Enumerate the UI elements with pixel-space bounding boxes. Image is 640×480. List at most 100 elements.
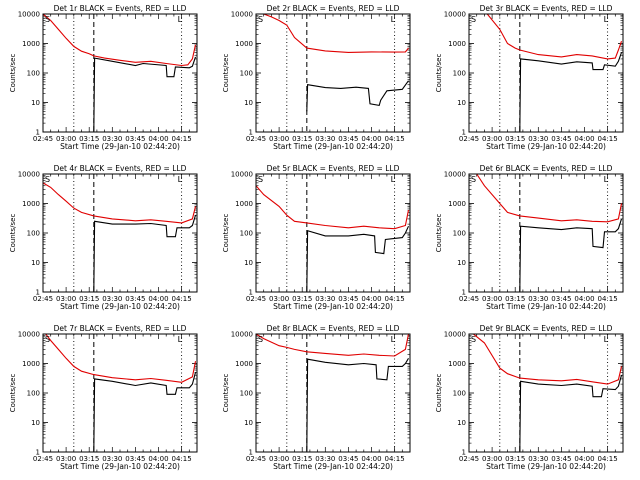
corner-mark: L bbox=[391, 335, 396, 344]
x-tick-label: 04:15 bbox=[598, 135, 618, 143]
y-axis-label: Counts/sec bbox=[222, 54, 230, 93]
series-line-lld bbox=[475, 174, 623, 223]
x-tick-label: 03:15 bbox=[505, 295, 525, 303]
x-tick-label: 03:45 bbox=[338, 455, 358, 463]
x-axis-label: Start Time (29-Jan-10 02:44:20) bbox=[60, 142, 180, 151]
plot-frame bbox=[255, 13, 411, 133]
corner-mark: L bbox=[604, 15, 609, 24]
y-axis-label: Counts/sec bbox=[222, 374, 230, 413]
x-tick-label: 03:00 bbox=[269, 295, 289, 303]
y-tick-label: 10 bbox=[457, 259, 466, 267]
y-tick-label: 10000 bbox=[444, 11, 466, 19]
x-tick-label: 04:00 bbox=[148, 135, 168, 143]
legend-mark: S bbox=[45, 15, 50, 24]
y-tick-label: 1000 bbox=[235, 360, 253, 368]
y-axis-label: Counts/sec bbox=[435, 374, 443, 413]
y-tick-label: 1000 bbox=[448, 360, 466, 368]
y-tick-label: 10000 bbox=[444, 331, 466, 339]
legend-mark: S bbox=[471, 175, 476, 184]
series-line-events bbox=[306, 358, 409, 452]
x-tick-label: 02:45 bbox=[246, 455, 266, 463]
y-tick-label: 10000 bbox=[18, 331, 40, 339]
series-line-lld bbox=[261, 14, 409, 53]
x-tick-label: 02:45 bbox=[459, 295, 479, 303]
series-line-lld bbox=[472, 334, 623, 385]
x-tick-label: 04:15 bbox=[598, 455, 618, 463]
x-tick-label: 02:45 bbox=[33, 295, 53, 303]
y-tick-label: 1 bbox=[36, 289, 40, 297]
corner-mark: L bbox=[604, 335, 609, 344]
x-tick-label: 03:45 bbox=[551, 455, 571, 463]
y-tick-label: 1000 bbox=[448, 40, 466, 48]
x-tick-label: 03:45 bbox=[125, 455, 145, 463]
corner-mark: L bbox=[391, 15, 396, 24]
y-tick-label: 100 bbox=[240, 230, 253, 238]
x-tick-label: 04:15 bbox=[172, 135, 192, 143]
corner-mark: L bbox=[391, 175, 396, 184]
legend-mark: S bbox=[258, 175, 263, 184]
chart-panel-2: Det 2r BLACK = Events, RED = LLD 1 10 100 10… bbox=[222, 4, 411, 151]
x-tick-label: 03:30 bbox=[102, 295, 122, 303]
chart-title: Det 5r BLACK = Events, RED = LLD bbox=[267, 164, 400, 173]
chart-panel-6: Det 6r BLACK = Events, RED = LLD 1 10 100 10… bbox=[435, 164, 624, 311]
x-tick-label: 04:15 bbox=[598, 295, 618, 303]
y-axis-label: Counts/sec bbox=[9, 374, 17, 413]
chart-title: Det 6r BLACK = Events, RED = LLD bbox=[480, 164, 613, 173]
chart-title: Det 9r BLACK = Events, RED = LLD bbox=[480, 324, 613, 333]
x-tick-label: 04:15 bbox=[172, 295, 192, 303]
x-tick-label: 03:45 bbox=[551, 295, 571, 303]
y-tick-label: 10 bbox=[31, 99, 40, 107]
corner-mark: L bbox=[178, 15, 183, 24]
series-line-events bbox=[519, 375, 623, 452]
y-tick-label: 1 bbox=[462, 289, 466, 297]
y-tick-label: 10 bbox=[244, 419, 253, 427]
x-tick-label: 04:00 bbox=[574, 455, 594, 463]
series-line-events bbox=[519, 218, 623, 292]
plot-frame bbox=[42, 173, 198, 293]
corner-mark: L bbox=[178, 175, 183, 184]
x-tick-label: 04:00 bbox=[361, 295, 381, 303]
y-tick-label: 1 bbox=[462, 129, 466, 137]
y-tick-label: 10 bbox=[244, 259, 253, 267]
corner-mark: L bbox=[178, 335, 183, 344]
x-tick-label: 02:45 bbox=[246, 135, 266, 143]
chart-panel-8: Det 8r BLACK = Events, RED = LLD 1 10 100 10… bbox=[222, 324, 411, 471]
x-tick-label: 03:00 bbox=[56, 135, 76, 143]
x-tick-label: 03:00 bbox=[269, 455, 289, 463]
x-tick-label: 04:15 bbox=[385, 135, 405, 143]
chart-title: Det 8r BLACK = Events, RED = LLD bbox=[267, 324, 400, 333]
x-tick-label: 03:00 bbox=[482, 295, 502, 303]
y-tick-label: 1000 bbox=[448, 200, 466, 208]
y-axis-label: Counts/sec bbox=[9, 214, 17, 253]
y-tick-label: 1000 bbox=[235, 40, 253, 48]
x-tick-label: 03:00 bbox=[482, 135, 502, 143]
y-tick-label: 10000 bbox=[18, 11, 40, 19]
x-tick-label: 03:45 bbox=[551, 135, 571, 143]
series-line-events bbox=[306, 80, 409, 112]
y-axis-label: Counts/sec bbox=[435, 54, 443, 93]
plot-frame bbox=[468, 333, 624, 453]
x-tick-label: 03:00 bbox=[269, 135, 289, 143]
legend-mark: S bbox=[258, 335, 263, 344]
legend-mark: S bbox=[45, 335, 50, 344]
x-tick-label: 03:00 bbox=[56, 295, 76, 303]
y-tick-label: 100 bbox=[240, 390, 253, 398]
y-tick-label: 100 bbox=[27, 390, 40, 398]
x-tick-label: 03:00 bbox=[482, 455, 502, 463]
series-line-lld bbox=[45, 334, 197, 383]
y-tick-label: 10000 bbox=[444, 171, 466, 179]
y-tick-label: 1000 bbox=[22, 40, 40, 48]
series-line-events bbox=[93, 56, 197, 132]
x-axis-label: Start Time (29-Jan-10 02:44:20) bbox=[486, 462, 606, 471]
corner-mark: L bbox=[604, 175, 609, 184]
x-axis-label: Start Time (29-Jan-10 02:44:20) bbox=[60, 462, 180, 471]
x-tick-label: 03:30 bbox=[102, 455, 122, 463]
y-tick-label: 100 bbox=[453, 230, 466, 238]
x-tick-label: 02:45 bbox=[33, 135, 53, 143]
y-tick-label: 100 bbox=[240, 70, 253, 78]
x-tick-label: 04:15 bbox=[172, 455, 192, 463]
plot-frame bbox=[255, 173, 411, 293]
x-tick-label: 03:45 bbox=[338, 295, 358, 303]
chart-title: Det 2r BLACK = Events, RED = LLD bbox=[267, 4, 400, 13]
